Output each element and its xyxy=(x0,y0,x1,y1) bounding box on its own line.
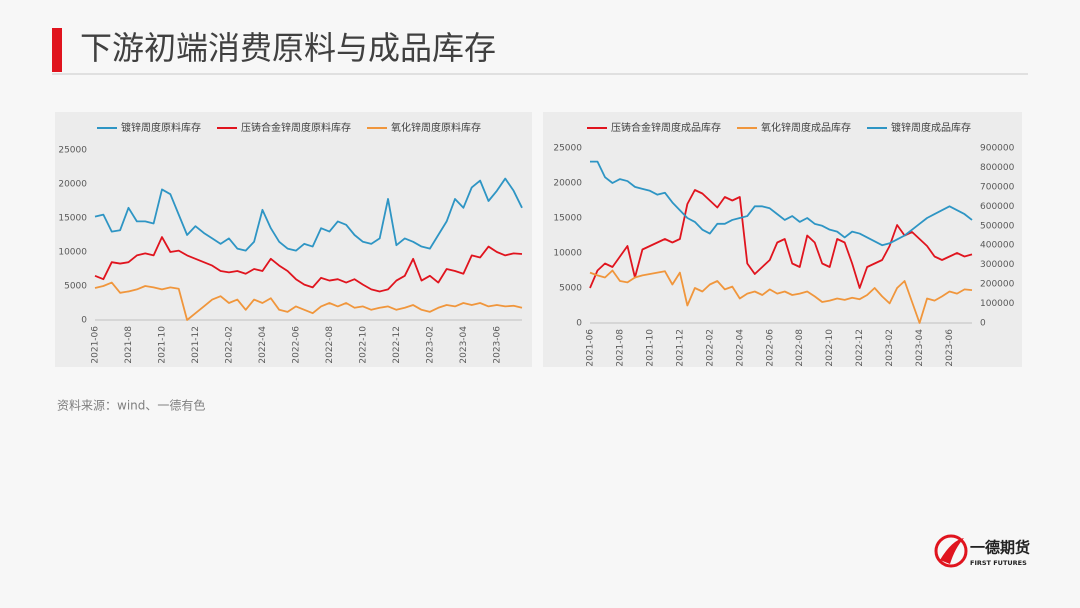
y2-tick-label: 300000 xyxy=(980,260,1015,270)
y-tick-label: 10000 xyxy=(58,248,87,258)
legend-label: 氧化锌周度成品库存 xyxy=(761,121,851,134)
x-tick-label: 2023-04 xyxy=(915,329,925,367)
y-tick-label: 0 xyxy=(81,316,87,326)
x-tick-label: 2021-08 xyxy=(615,329,625,367)
x-tick-label: 2022-12 xyxy=(392,326,402,364)
y-tick-label: 0 xyxy=(576,319,582,329)
x-tick-label: 2022-06 xyxy=(765,329,775,367)
legend-label: 压铸合金锌周度原料库存 xyxy=(241,121,351,134)
y-tick-label: 5000 xyxy=(64,282,87,292)
y-tick-label: 15000 xyxy=(553,214,582,224)
x-tick-label: 2022-12 xyxy=(855,329,865,367)
y2-tick-label: 800000 xyxy=(980,163,1015,173)
series-line xyxy=(94,177,523,252)
title-accent xyxy=(52,28,62,72)
logo-name: 一德期货 xyxy=(970,539,1030,557)
y-tick-label: 15000 xyxy=(58,214,87,224)
x-tick-label: 2021-12 xyxy=(675,329,685,367)
slide-title: 下游初端消费原料与成品库存 xyxy=(80,29,496,67)
logo-subtitle: FIRST FUTURES xyxy=(970,559,1027,567)
x-tick-label: 2021-10 xyxy=(157,326,167,364)
x-tick-label: 2023-06 xyxy=(492,326,502,364)
y2-tick-label: 0 xyxy=(980,319,986,329)
series-line xyxy=(590,160,973,247)
series-line xyxy=(589,269,973,324)
x-tick-label: 2022-04 xyxy=(258,326,268,364)
y-tick-label: 25000 xyxy=(58,146,87,156)
chart-panel xyxy=(55,112,532,367)
x-tick-label: 2022-08 xyxy=(325,326,335,364)
y2-tick-label: 600000 xyxy=(980,202,1015,212)
x-tick-label: 2021-10 xyxy=(645,329,655,367)
source-note: 资料来源：wind、一德有色 xyxy=(57,398,205,413)
legend-label: 氧化锌周度原料库存 xyxy=(391,121,481,134)
x-tick-label: 2021-06 xyxy=(91,326,101,364)
y2-tick-label: 200000 xyxy=(980,280,1015,290)
x-tick-label: 2022-10 xyxy=(358,326,368,364)
series-line xyxy=(589,189,973,289)
x-tick-label: 2021-08 xyxy=(124,326,134,364)
logo-mark xyxy=(934,534,968,568)
y-tick-label: 20000 xyxy=(58,180,87,190)
x-tick-label: 2021-06 xyxy=(586,329,596,367)
x-tick-label: 2021-12 xyxy=(191,326,201,364)
y-tick-label: 25000 xyxy=(553,144,582,154)
x-tick-label: 2023-04 xyxy=(459,326,469,364)
x-tick-label: 2023-06 xyxy=(945,329,955,367)
y2-tick-label: 700000 xyxy=(980,182,1015,192)
x-tick-label: 2023-02 xyxy=(885,329,895,367)
legend-label: 镀锌周度原料库存 xyxy=(121,121,201,134)
x-tick-label: 2023-02 xyxy=(425,326,435,364)
x-tick-label: 2022-02 xyxy=(224,326,234,364)
x-tick-label: 2022-04 xyxy=(735,329,745,367)
logo-mark xyxy=(940,538,964,564)
y2-tick-label: 100000 xyxy=(980,299,1015,309)
y-tick-label: 20000 xyxy=(553,179,582,189)
x-tick-label: 2022-02 xyxy=(705,329,715,367)
series-line xyxy=(94,236,523,293)
y2-tick-label: 900000 xyxy=(980,144,1015,154)
y-tick-label: 10000 xyxy=(553,249,582,259)
x-tick-label: 2022-08 xyxy=(795,329,805,367)
x-tick-label: 2022-10 xyxy=(825,329,835,367)
y2-tick-label: 500000 xyxy=(980,221,1015,231)
y-tick-label: 5000 xyxy=(559,284,582,294)
legend-label: 压铸合金锌周度成品库存 xyxy=(611,121,721,134)
y2-tick-label: 400000 xyxy=(980,241,1015,251)
logo: 一德期货 FIRST FUTURES xyxy=(934,534,1030,568)
legend-label: 镀锌周度成品库存 xyxy=(891,121,971,134)
x-tick-label: 2022-06 xyxy=(291,326,301,364)
series-line xyxy=(94,281,523,321)
